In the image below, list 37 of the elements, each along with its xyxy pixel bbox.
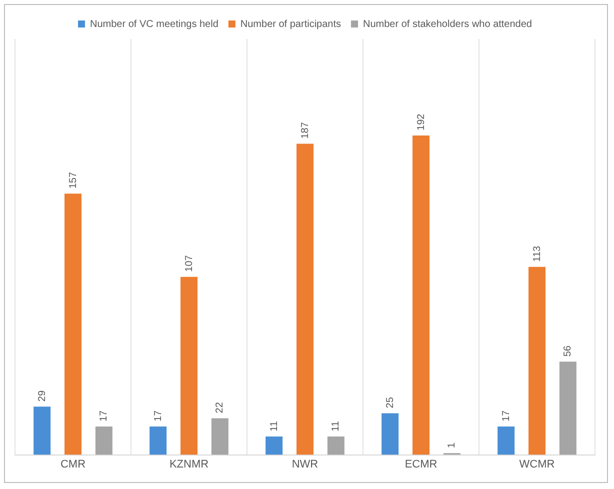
bar xyxy=(559,362,576,455)
data-label: 192 xyxy=(416,113,427,130)
bar xyxy=(498,426,515,455)
data-label: 11 xyxy=(268,420,280,432)
data-label: 17 xyxy=(98,410,110,422)
bar xyxy=(211,418,228,455)
data-label: 187 xyxy=(300,122,311,139)
x-tick-label: ECMR xyxy=(404,458,438,470)
data-label: 157 xyxy=(68,172,79,189)
x-tick-label: KZNMR xyxy=(169,458,209,470)
bar xyxy=(528,266,546,455)
bar xyxy=(382,413,399,455)
data-label: 56 xyxy=(562,345,574,357)
bar xyxy=(296,144,314,455)
x-tick-label: CMR xyxy=(60,458,86,470)
bar xyxy=(327,436,344,455)
x-tick-label: NWR xyxy=(292,458,318,470)
legend-label: Number of participants xyxy=(240,18,342,30)
data-label: 29 xyxy=(36,390,48,402)
bar xyxy=(180,276,198,455)
bar xyxy=(34,406,51,455)
data-label: 1 xyxy=(446,442,458,448)
data-label: 17 xyxy=(500,410,512,422)
bar xyxy=(64,194,82,455)
data-label: 25 xyxy=(384,396,396,408)
data-label: 113 xyxy=(532,245,543,262)
bar xyxy=(412,135,430,455)
bar xyxy=(266,436,283,455)
data-label: 11 xyxy=(330,420,342,432)
data-label: 17 xyxy=(152,410,164,422)
bar xyxy=(95,426,112,455)
data-label: 22 xyxy=(214,402,226,414)
bar xyxy=(150,426,167,455)
legend-label: Number of VC meetings held xyxy=(90,18,218,30)
data-label: 107 xyxy=(184,254,195,272)
x-tick-label: WCMR xyxy=(519,458,555,470)
legend-label: Number of stakeholders who attended xyxy=(363,18,532,30)
